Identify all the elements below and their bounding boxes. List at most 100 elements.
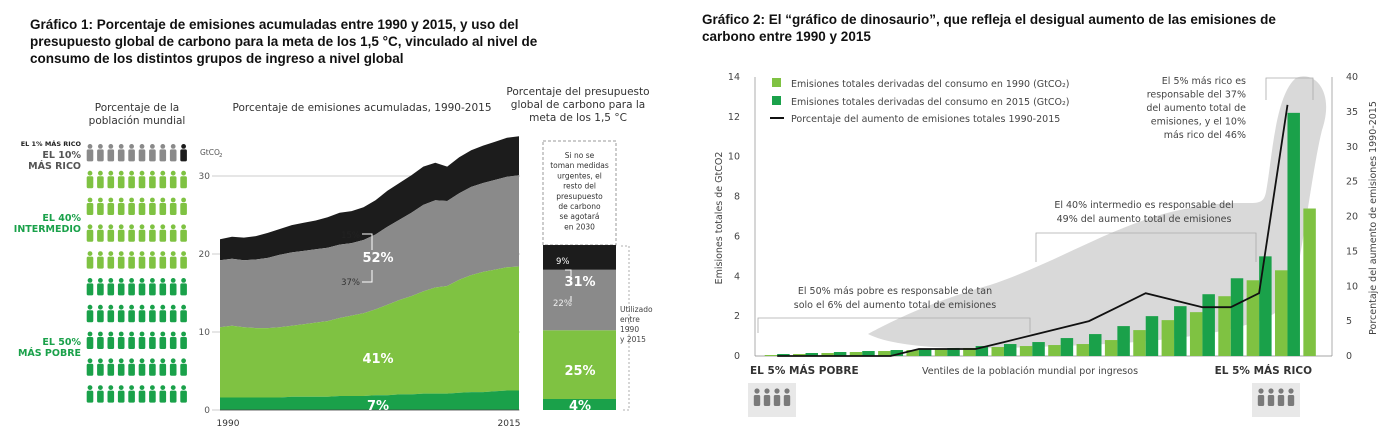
group-label-top1: EL 1% MÁS RICO	[21, 139, 82, 148]
person-body	[107, 310, 115, 323]
budget-bar-top1	[543, 245, 616, 270]
person-head	[108, 278, 114, 283]
area-label-top10-minus: 37%	[341, 278, 360, 288]
person-head	[118, 224, 124, 230]
person-body	[169, 203, 177, 215]
population-person	[97, 197, 104, 215]
person-body	[117, 363, 125, 376]
person-head	[150, 224, 155, 230]
population-person	[159, 224, 167, 242]
person-body	[159, 310, 167, 323]
person-body	[117, 310, 125, 323]
person-head	[87, 251, 93, 256]
person-body	[86, 390, 94, 403]
annotation-top10: más rico del 46%	[1164, 130, 1246, 141]
person-body	[97, 363, 104, 376]
group-label-middle40: EL 40%	[42, 213, 81, 224]
population-person	[128, 304, 135, 323]
population-person	[149, 304, 156, 323]
people-icon-poorest	[753, 388, 791, 406]
y-right-tick: 25	[1346, 177, 1358, 188]
person-head	[160, 278, 166, 283]
budget-used-bracket	[621, 245, 630, 411]
population-person	[86, 358, 94, 376]
population-person	[138, 170, 146, 189]
person-head	[118, 358, 124, 364]
budget-bar-top10	[543, 269, 616, 331]
person-body	[128, 229, 135, 242]
area-top1	[220, 136, 519, 261]
person-head	[150, 304, 155, 310]
population-person	[149, 170, 156, 189]
population-person	[97, 278, 104, 296]
person-head	[160, 197, 166, 203]
population-person	[97, 224, 104, 242]
person-body	[86, 337, 94, 349]
bar-2015	[805, 353, 818, 356]
person-head	[108, 144, 114, 149]
population-person	[117, 304, 125, 323]
person-body	[86, 203, 94, 215]
area-header: Porcentaje de emisiones acumuladas, 1990…	[233, 102, 492, 114]
person-head	[160, 144, 166, 149]
budget-note: se agotará	[559, 212, 599, 221]
person-head	[150, 278, 155, 283]
bar-1990	[906, 350, 919, 356]
person-head	[108, 224, 114, 230]
person-head	[150, 170, 155, 176]
area-x-tick: 1990	[217, 419, 240, 429]
population-person	[107, 385, 115, 403]
person-body	[97, 337, 104, 349]
population-person	[149, 144, 156, 162]
bar-1990	[1218, 296, 1231, 356]
bar-1990	[1133, 330, 1146, 356]
increase-line	[777, 104, 1289, 357]
person-body	[159, 390, 167, 403]
population-person	[97, 385, 104, 403]
person-body	[180, 310, 187, 323]
person-head	[170, 144, 176, 149]
person-head	[160, 385, 166, 390]
population-person	[97, 251, 104, 269]
population-person	[138, 304, 146, 323]
y-left-tick: 2	[734, 311, 740, 322]
population-person	[86, 224, 94, 242]
population-person	[169, 144, 177, 162]
person-body	[86, 363, 94, 376]
population-person	[169, 358, 177, 376]
annotation-bracket-bottom50	[757, 317, 1031, 333]
population-person	[159, 385, 167, 403]
bar-2015	[777, 354, 790, 356]
person-body	[128, 176, 135, 189]
person-head	[160, 358, 166, 364]
person-body	[773, 395, 781, 406]
dinosaur-shadow	[868, 76, 1327, 349]
population-person	[149, 278, 156, 296]
budget-label-bracket	[565, 269, 572, 302]
person-head	[170, 170, 176, 176]
person-head	[170, 331, 176, 337]
x-axis-label: Ventiles de la población mundial por ing…	[922, 366, 1138, 377]
person-body	[763, 395, 771, 406]
population-person	[180, 385, 187, 403]
population-person	[149, 251, 156, 269]
person-head	[139, 304, 145, 310]
budget-note: en 2030	[564, 222, 595, 231]
person-head	[181, 304, 187, 310]
person-body	[149, 256, 156, 269]
y-left-tick: 8	[734, 192, 740, 203]
population-person	[149, 385, 156, 403]
bar-1990	[1189, 312, 1203, 356]
population-person	[169, 224, 177, 242]
person-head	[118, 170, 124, 176]
annotation-bracket-top10	[1265, 77, 1314, 100]
population-person	[86, 251, 94, 269]
person-body	[97, 176, 104, 189]
y-right-tick: 5	[1346, 316, 1352, 327]
person-body	[117, 203, 125, 215]
group-label-middle40: INTERMEDIO	[14, 224, 81, 235]
person-body	[169, 176, 177, 189]
bar-1990	[1076, 344, 1090, 356]
budget-header: Porcentaje del presupuesto	[506, 86, 649, 98]
population-person	[149, 224, 156, 242]
